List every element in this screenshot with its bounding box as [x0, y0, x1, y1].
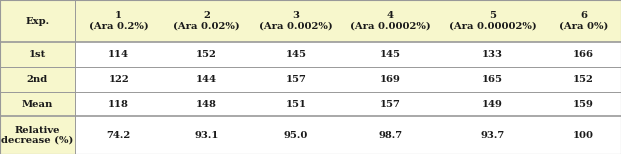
- Bar: [342, 42, 439, 67]
- Bar: [0, 42, 75, 67]
- Bar: [0, 92, 75, 116]
- Text: Mean: Mean: [22, 100, 53, 109]
- Text: 114: 114: [108, 50, 129, 59]
- Text: 2
(Ara 0.02%): 2 (Ara 0.02%): [173, 11, 240, 31]
- Bar: [342, 116, 439, 154]
- Text: 145: 145: [379, 50, 401, 59]
- Bar: [75, 0, 163, 42]
- Text: 145: 145: [286, 50, 306, 59]
- Bar: [546, 116, 621, 154]
- Bar: [163, 0, 250, 42]
- Bar: [0, 116, 75, 154]
- Bar: [250, 0, 342, 42]
- Bar: [163, 92, 250, 116]
- Text: 118: 118: [108, 100, 129, 109]
- Text: 152: 152: [196, 50, 217, 59]
- Text: 122: 122: [108, 75, 129, 84]
- Text: 165: 165: [482, 75, 503, 84]
- Text: 159: 159: [573, 100, 594, 109]
- Text: 100: 100: [573, 131, 594, 140]
- Text: 5
(Ara 0.00002%): 5 (Ara 0.00002%): [449, 11, 537, 31]
- Bar: [75, 92, 163, 116]
- Text: 93.1: 93.1: [194, 131, 219, 140]
- Bar: [342, 92, 439, 116]
- Text: 157: 157: [379, 100, 401, 109]
- Text: 152: 152: [573, 75, 594, 84]
- Bar: [250, 42, 342, 67]
- Bar: [342, 0, 439, 42]
- Bar: [439, 67, 546, 92]
- Text: 166: 166: [573, 50, 594, 59]
- Text: 98.7: 98.7: [378, 131, 402, 140]
- Bar: [546, 0, 621, 42]
- Bar: [546, 92, 621, 116]
- Bar: [75, 116, 163, 154]
- Bar: [75, 42, 163, 67]
- Text: 74.2: 74.2: [107, 131, 131, 140]
- Text: 169: 169: [379, 75, 401, 84]
- Text: Relative
decrease (%): Relative decrease (%): [1, 126, 73, 145]
- Text: 133: 133: [482, 50, 503, 59]
- Text: 1st: 1st: [29, 50, 46, 59]
- Text: Exp.: Exp.: [25, 17, 50, 26]
- Bar: [250, 67, 342, 92]
- Bar: [250, 92, 342, 116]
- Text: 1
(Ara 0.2%): 1 (Ara 0.2%): [89, 11, 148, 31]
- Bar: [546, 42, 621, 67]
- Text: 93.7: 93.7: [481, 131, 505, 140]
- Bar: [0, 67, 75, 92]
- Bar: [163, 116, 250, 154]
- Text: 95.0: 95.0: [284, 131, 308, 140]
- Text: 6
(Ara 0%): 6 (Ara 0%): [559, 11, 609, 31]
- Bar: [546, 67, 621, 92]
- Bar: [163, 67, 250, 92]
- Bar: [0, 0, 75, 42]
- Bar: [163, 42, 250, 67]
- Bar: [439, 0, 546, 42]
- Bar: [439, 92, 546, 116]
- Text: 149: 149: [482, 100, 503, 109]
- Bar: [439, 42, 546, 67]
- Bar: [439, 116, 546, 154]
- Bar: [342, 67, 439, 92]
- Text: 4
(Ara 0.0002%): 4 (Ara 0.0002%): [350, 11, 430, 31]
- Bar: [250, 116, 342, 154]
- Bar: [75, 67, 163, 92]
- Text: 144: 144: [196, 75, 217, 84]
- Text: 151: 151: [286, 100, 306, 109]
- Text: 3
(Ara 0.002%): 3 (Ara 0.002%): [259, 11, 333, 31]
- Text: 157: 157: [286, 75, 306, 84]
- Text: 2nd: 2nd: [27, 75, 48, 84]
- Text: 148: 148: [196, 100, 217, 109]
